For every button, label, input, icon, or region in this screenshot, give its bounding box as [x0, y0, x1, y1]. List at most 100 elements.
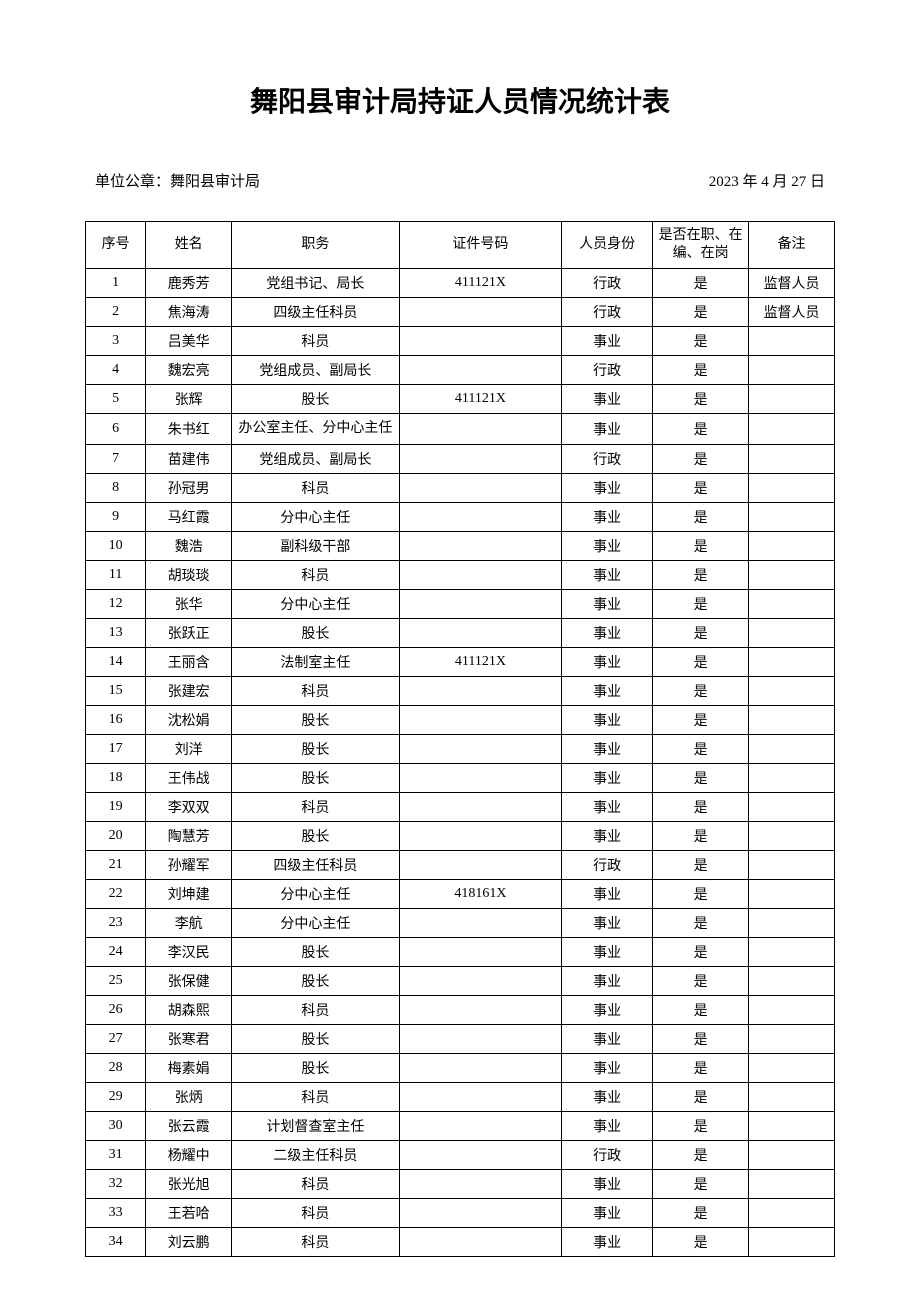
cell-remark: [749, 1170, 835, 1199]
cell-seq: 12: [86, 590, 146, 619]
cell-identity: 事业: [562, 385, 653, 414]
cell-name: 杨耀中: [146, 1141, 232, 1170]
cell-position: 科员: [232, 1083, 400, 1112]
cell-name: 王丽含: [146, 648, 232, 677]
table-row: 6朱书红办公室主任、分中心主任事业是: [86, 414, 835, 445]
cell-cert: 411121X: [399, 648, 561, 677]
col-header-status: 是否在职、在编、在岗: [653, 222, 749, 269]
table-row: 17刘洋股长事业是: [86, 735, 835, 764]
cell-cert: [399, 1199, 561, 1228]
cell-position: 党组成员、副局长: [232, 356, 400, 385]
cell-status: 是: [653, 822, 749, 851]
table-row: 21孙耀军四级主任科员行政是: [86, 851, 835, 880]
cell-name: 张保健: [146, 967, 232, 996]
table-row: 14王丽含法制室主任411121X事业是: [86, 648, 835, 677]
cell-cert: [399, 1054, 561, 1083]
cell-identity: 行政: [562, 445, 653, 474]
cell-status: 是: [653, 880, 749, 909]
cell-identity: 事业: [562, 590, 653, 619]
table-row: 30张云霞计划督查室主任事业是: [86, 1112, 835, 1141]
cell-position: 科员: [232, 561, 400, 590]
cell-cert: [399, 474, 561, 503]
cell-remark: [749, 851, 835, 880]
table-row: 24李汉民股长事业是: [86, 938, 835, 967]
cell-status: 是: [653, 967, 749, 996]
cell-remark: [749, 414, 835, 445]
cell-cert: [399, 677, 561, 706]
cell-name: 孙耀军: [146, 851, 232, 880]
table-row: 23李航分中心主任事业是: [86, 909, 835, 938]
cell-remark: [749, 1141, 835, 1170]
cell-status: 是: [653, 561, 749, 590]
cell-remark: [749, 822, 835, 851]
table-row: 10魏浩副科级干部事业是: [86, 532, 835, 561]
cell-seq: 5: [86, 385, 146, 414]
cell-seq: 26: [86, 996, 146, 1025]
cell-cert: [399, 1025, 561, 1054]
cell-seq: 29: [86, 1083, 146, 1112]
cell-identity: 行政: [562, 851, 653, 880]
table-row: 34刘云鹏科员事业是: [86, 1228, 835, 1257]
cell-cert: [399, 822, 561, 851]
cell-seq: 2: [86, 298, 146, 327]
cell-position: 副科级干部: [232, 532, 400, 561]
cell-position: 分中心主任: [232, 503, 400, 532]
table-row: 20陶慧芳股长事业是: [86, 822, 835, 851]
cell-position: 科员: [232, 1228, 400, 1257]
cell-identity: 事业: [562, 793, 653, 822]
cell-cert: 411121X: [399, 269, 561, 298]
cell-identity: 事业: [562, 996, 653, 1025]
cell-position: 科员: [232, 677, 400, 706]
cell-position: 分中心主任: [232, 590, 400, 619]
cell-cert: [399, 1112, 561, 1141]
cell-name: 张寒君: [146, 1025, 232, 1054]
cell-seq: 27: [86, 1025, 146, 1054]
cell-name: 苗建伟: [146, 445, 232, 474]
cell-seq: 21: [86, 851, 146, 880]
cell-identity: 事业: [562, 414, 653, 445]
cell-status: 是: [653, 677, 749, 706]
table-row: 28梅素娟股长事业是: [86, 1054, 835, 1083]
cell-identity: 事业: [562, 938, 653, 967]
cell-position: 科员: [232, 1199, 400, 1228]
cell-status: 是: [653, 619, 749, 648]
cell-position: 分中心主任: [232, 909, 400, 938]
cell-remark: [749, 1054, 835, 1083]
header-row: 序号 姓名 职务 证件号码 人员身份 是否在职、在编、在岗 备注: [86, 222, 835, 269]
cell-position: 股长: [232, 764, 400, 793]
cell-status: 是: [653, 764, 749, 793]
cell-status: 是: [653, 706, 749, 735]
cell-identity: 事业: [562, 648, 653, 677]
cell-status: 是: [653, 356, 749, 385]
cell-cert: 418161X: [399, 880, 561, 909]
cell-name: 马红霞: [146, 503, 232, 532]
table-body: 1鹿秀芳党组书记、局长411121X行政是监督人员2焦海涛四级主任科员行政是监督…: [86, 269, 835, 1257]
cell-cert: [399, 590, 561, 619]
cell-position: 股长: [232, 619, 400, 648]
cell-cert: [399, 561, 561, 590]
cell-identity: 事业: [562, 1083, 653, 1112]
cell-status: 是: [653, 996, 749, 1025]
cell-cert: [399, 851, 561, 880]
table-header: 序号 姓名 职务 证件号码 人员身份 是否在职、在编、在岗 备注: [86, 222, 835, 269]
stamp-label: 单位公章：舞阳县审计局: [95, 170, 260, 191]
cell-name: 孙冠男: [146, 474, 232, 503]
cell-cert: [399, 1228, 561, 1257]
document-page: 舞阳县审计局持证人员情况统计表 单位公章：舞阳县审计局 2023 年 4 月 2…: [0, 0, 920, 1297]
cell-cert: [399, 938, 561, 967]
cell-status: 是: [653, 414, 749, 445]
cell-cert: [399, 1083, 561, 1112]
cell-remark: [749, 561, 835, 590]
cell-seq: 32: [86, 1170, 146, 1199]
col-header-position: 职务: [232, 222, 400, 269]
cell-identity: 事业: [562, 474, 653, 503]
cell-identity: 事业: [562, 735, 653, 764]
cell-cert: [399, 793, 561, 822]
cell-position: 办公室主任、分中心主任: [232, 414, 400, 445]
cell-identity: 事业: [562, 532, 653, 561]
table-row: 18王伟战股长事业是: [86, 764, 835, 793]
cell-remark: [749, 1083, 835, 1112]
cell-seq: 9: [86, 503, 146, 532]
cell-status: 是: [653, 1228, 749, 1257]
cell-remark: [749, 385, 835, 414]
